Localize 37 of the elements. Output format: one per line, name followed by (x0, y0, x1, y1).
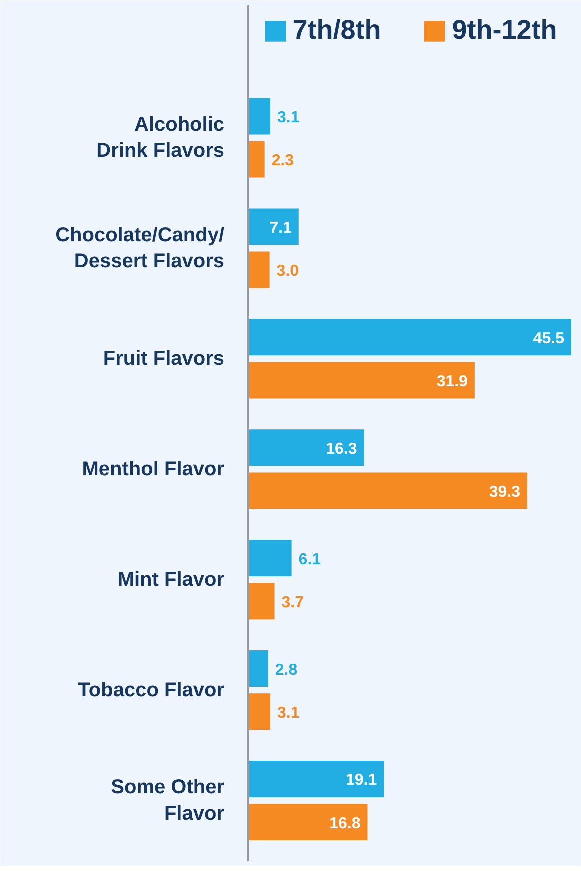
y-tick-label: Tobacco Flavor (78, 679, 225, 702)
data-label: 39.3 (489, 484, 521, 501)
data-label: 2.8 (275, 662, 298, 679)
y-tick-label: Mint Flavor (118, 568, 225, 591)
data-label: 16.8 (330, 815, 361, 832)
data-label: 7.1 (270, 220, 292, 237)
y-tick-label: Alcoholic Drink Flavors (96, 114, 225, 162)
bar (248, 540, 292, 577)
data-label: 3.1 (278, 704, 300, 722)
data-label: 16.3 (326, 440, 358, 458)
bar (248, 208, 299, 246)
data-label: 2.3 (272, 152, 294, 170)
data-label: 45.5 (533, 330, 565, 348)
data-label: 19.1 (346, 772, 378, 790)
legend-label: 9th-12th (452, 15, 558, 46)
bar (248, 252, 270, 288)
bar (248, 694, 271, 730)
bar (248, 804, 368, 841)
bar (248, 430, 364, 466)
bar (248, 650, 268, 687)
data-label: 3.7 (282, 594, 304, 612)
y-tick-label: Fruit Flavors (103, 348, 225, 370)
bar (248, 583, 275, 620)
bar (248, 319, 572, 356)
bar (248, 98, 271, 135)
legend-label: 7th/8th (292, 15, 382, 46)
bar (248, 472, 528, 510)
bar (248, 141, 265, 178)
y-tick-label: Chocolate/Candy/Dessert Flavors (56, 224, 225, 273)
bar (248, 362, 475, 399)
data-label: 3.1 (278, 110, 300, 127)
y-tick-label: Menthol Flavor (82, 458, 225, 480)
data-label: 31.9 (436, 373, 468, 390)
bar (248, 760, 384, 798)
y-tick-label: Some Other Flavor (111, 776, 225, 825)
data-label: 6.1 (298, 551, 322, 568)
data-label: 3.0 (276, 263, 300, 280)
